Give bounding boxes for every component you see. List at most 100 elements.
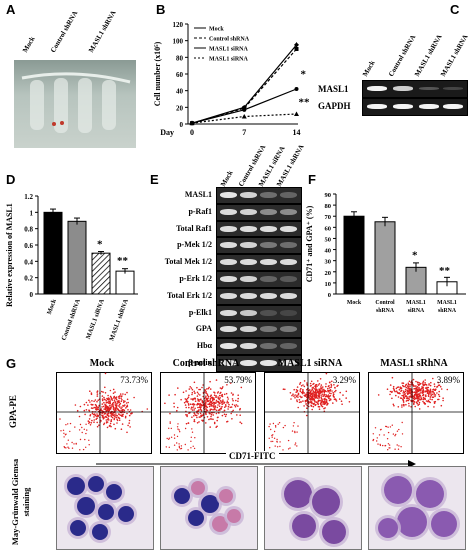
flow-event-dot [104,404,107,407]
flow-event-dot [416,397,418,399]
flow-event-dot [407,389,409,391]
flow-event-dot [298,401,301,404]
flow-event-dot [74,426,76,428]
flow-event-dot [176,449,178,451]
flow-event-dot [393,389,396,392]
e-band [260,276,277,282]
flow-event-dot [168,446,170,448]
flow-event-dot [205,402,207,404]
flow-event-dot [190,440,192,442]
flow-event-dot [273,437,276,439]
d-y-axis-label: Relative expression of MASL1 [5,203,14,307]
flow-event-dot [397,392,399,394]
flow-event-dot [402,390,405,392]
flow-event-dot [215,409,218,412]
flow-event-dot [310,397,313,399]
f-annotation-double: ** [439,265,451,277]
flow-event-dot [317,394,319,396]
flow-event-dot [377,443,379,445]
flow-event-dot [226,420,229,423]
flow-event-dot [215,396,217,398]
flow-event-dot [299,395,301,398]
flow-event-dot [177,428,179,430]
flow-event-dot [341,403,343,405]
flow-event-dot [106,406,109,408]
flow-event-dot [212,398,214,401]
flow-event-dot [93,400,95,403]
f-category-label: Mock [347,300,362,306]
flow-event-dot [320,386,322,388]
flow-event-dot [317,380,319,382]
flow-event-dot [323,402,326,405]
flow-event-dot [176,442,178,444]
flow-event-dot [125,402,128,404]
b-series-line [191,48,297,124]
flow-event-dot [218,412,220,414]
flow-event-dot [386,388,389,390]
flow-event-dot [433,394,435,396]
d-y-tick-label: 0.6 [24,242,33,250]
flow-event-dot [328,387,331,389]
flow-event-dot [216,406,219,409]
flow-event-dot [176,426,179,428]
flow-event-dot [128,419,131,422]
flow-plot-title: MASL1 sRhNA [380,358,448,369]
flow-scatter-plot: 53.79% [160,372,256,454]
flow-event-dot [422,400,424,403]
flow-event-dot [107,417,109,420]
flow-event-dot [115,405,118,408]
b-y-tick-label: 120 [173,21,184,29]
flow-event-dot [431,393,433,396]
flow-event-dot [212,401,215,404]
flow-event-dot [124,393,126,396]
flow-event-dot [413,403,415,405]
flow-event-dot [105,419,108,421]
flow-event-dot [94,399,97,401]
e-row-label: MASL1 [184,190,212,199]
flow-event-dot [192,405,195,407]
flow-event-dot [391,424,393,426]
flow-event-dot [217,416,219,419]
d-category-label: MASL1 shRNA [108,298,130,342]
flow-event-dot [424,390,427,393]
flow-event-dot [111,413,113,416]
flow-event-dot [205,392,207,394]
flow-event-dot [118,413,120,415]
flow-event-dot [114,401,117,404]
flow-event-dot [424,383,427,386]
flow-event-dot [396,444,398,446]
flow-event-dot [311,393,313,396]
flow-event-dot [301,396,303,398]
flow-event-dot [289,447,291,449]
flow-event-dot [303,394,306,397]
flow-event-dot [395,390,398,392]
flow-event-dot [124,415,127,418]
b-annotation-double: ** [299,97,311,109]
flow-event-dot [110,425,112,428]
flow-event-dot [209,388,212,390]
flow-event-dot [221,393,223,396]
flow-event-dot [118,397,120,400]
flow-event-dot [318,383,321,385]
flow-event-dot [211,399,214,402]
flow-event-dot [328,399,331,402]
flow-event-dot [85,401,88,404]
flow-event-dot [101,398,104,400]
cell-nucleus [174,488,190,504]
e-band [280,326,297,333]
flow-event-dot [314,389,317,392]
flow-event-dot [312,387,314,389]
flow-event-dot [82,448,85,451]
flow-event-dot [128,414,131,417]
flow-event-dot [185,400,188,402]
b-annotation-single: * [301,68,307,80]
flow-cytometry-row: Mock 73.73% Control shRNA 53.79% MASL1 siRNA… [0,356,474,460]
flow-event-dot [442,397,444,399]
flow-event-dot [108,406,110,409]
flow-event-dot [408,396,410,398]
flow-event-dot [210,413,213,416]
flow-event-dot [309,382,312,385]
flow-event-dot [104,372,107,375]
flow-event-dot [126,398,129,401]
flow-event-dot [418,394,421,397]
